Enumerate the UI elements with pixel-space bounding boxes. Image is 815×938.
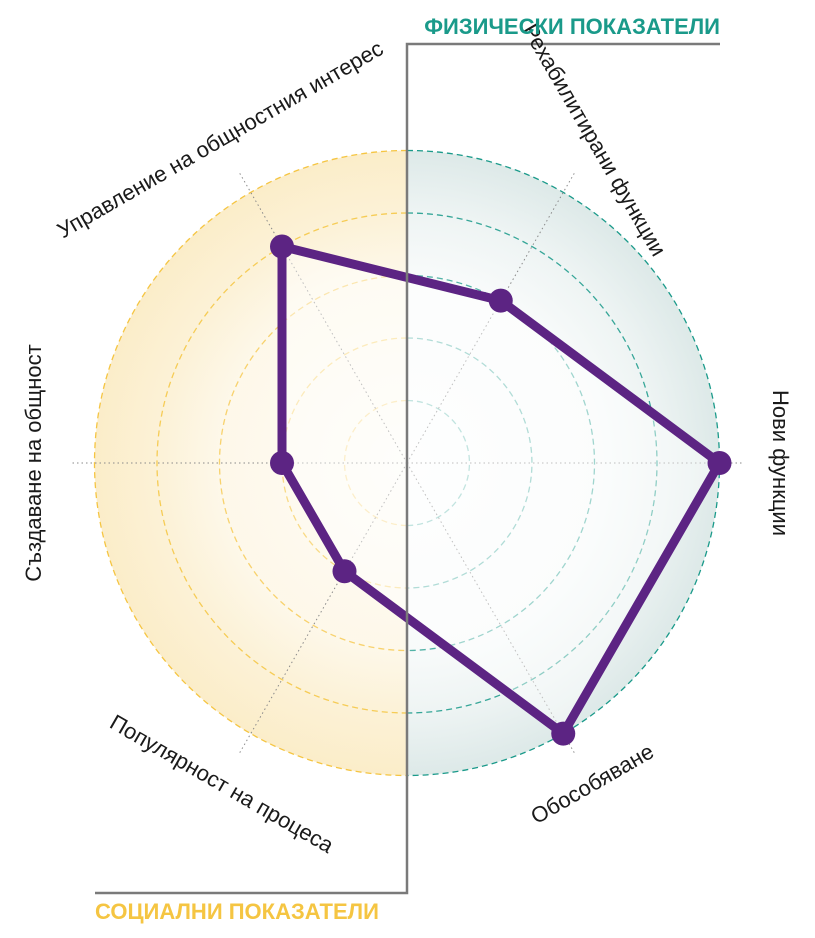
social-group-label: СОЦИАЛНИ ПОКАЗАТЕЛИ <box>95 899 379 924</box>
ring-social <box>93 149 408 777</box>
data-point <box>332 559 357 584</box>
physical-group-label: ФИЗИЧЕСКИ ПОКАЗАТЕЛИ <box>424 14 720 39</box>
axis-label: Нови функции <box>768 390 793 536</box>
spoke <box>238 462 408 755</box>
data-point <box>707 451 732 475</box>
data-point <box>270 451 294 475</box>
spoke <box>406 462 576 755</box>
group-divider-line <box>95 42 720 895</box>
axis-label: Обособяване <box>526 739 658 829</box>
spoke <box>406 171 576 464</box>
ring-social <box>218 274 408 652</box>
social-half-disc <box>94 150 407 776</box>
series <box>270 234 732 746</box>
physical-half-disc <box>407 150 720 776</box>
ring-physical <box>406 212 658 714</box>
data-point <box>270 234 294 259</box>
ring-physical <box>406 337 533 589</box>
axis-label: Създаване на общност <box>21 344 46 581</box>
divider <box>95 42 720 895</box>
data-point <box>488 288 513 313</box>
spokes <box>70 171 744 755</box>
spoke <box>238 171 408 464</box>
data-point <box>551 721 576 746</box>
group-backgrounds <box>94 150 720 776</box>
